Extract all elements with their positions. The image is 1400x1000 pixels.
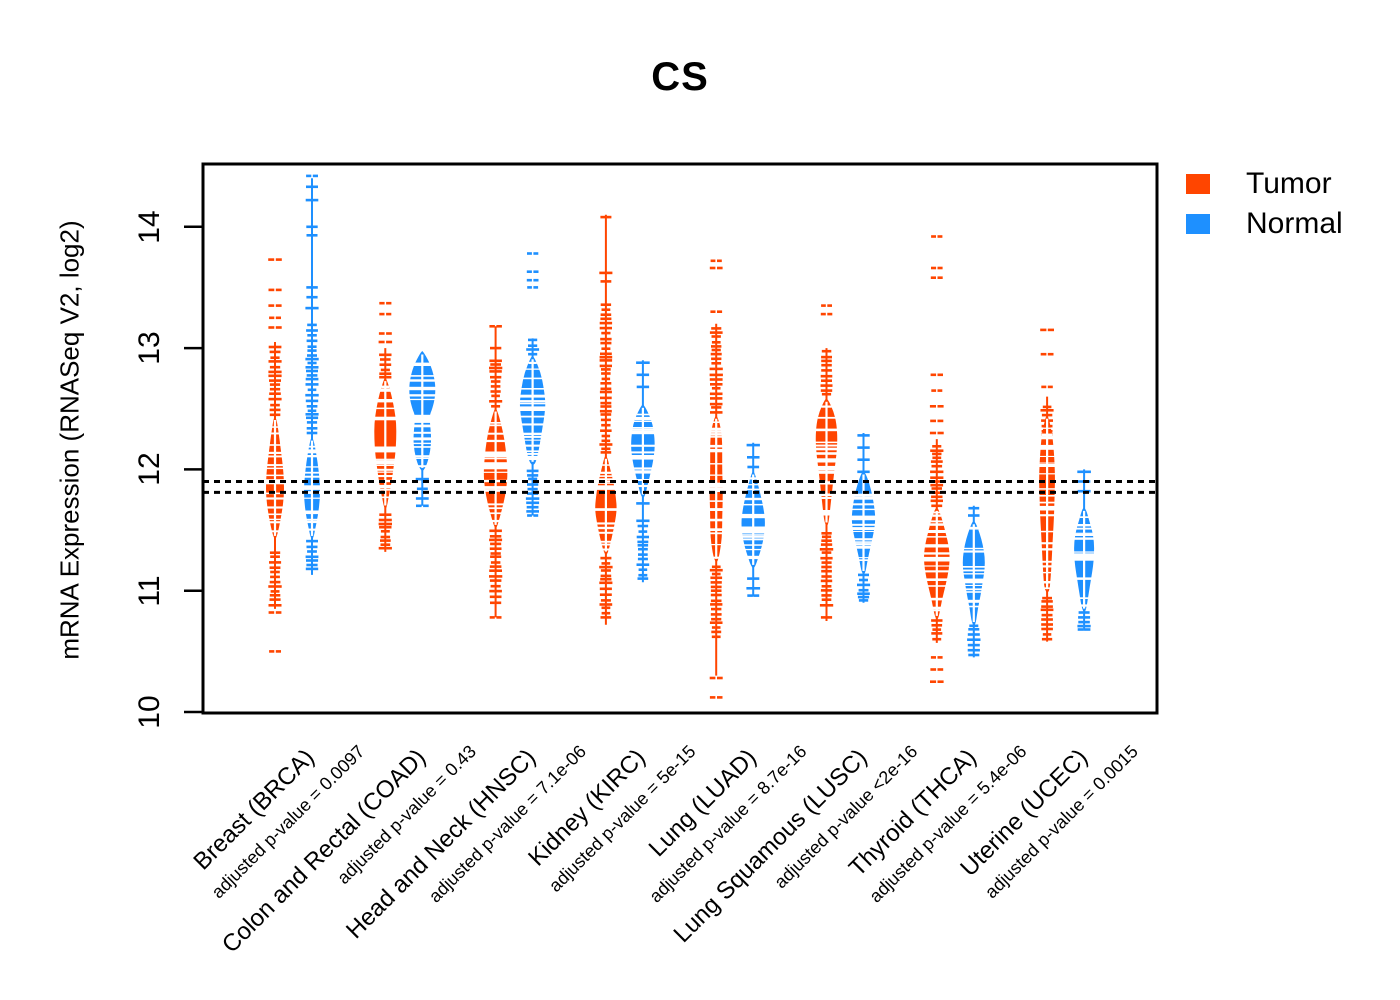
legend: Tumor Normal xyxy=(1186,164,1343,244)
violin-luad-tumor xyxy=(705,259,727,699)
violin-thca-normal xyxy=(960,505,987,658)
y-tick-label-12: 12 xyxy=(133,452,166,486)
plot-border xyxy=(201,162,1159,715)
violin-brca-tumor xyxy=(262,258,288,653)
legend-item-normal: Normal xyxy=(1186,204,1343,244)
y-tick-label-11: 11 xyxy=(133,575,166,607)
violin-kirc-normal xyxy=(627,360,658,583)
violin-coad-normal xyxy=(408,351,436,508)
violin-hnsc-tumor xyxy=(480,325,512,619)
violin-ucec-tumor xyxy=(1035,328,1059,642)
violin-luad-normal xyxy=(737,442,769,597)
violin-ucec-normal xyxy=(1070,469,1098,631)
y-tick-label-14: 14 xyxy=(133,210,166,244)
y-tick-label-13: 13 xyxy=(133,331,166,365)
violin-lusc-normal xyxy=(847,433,880,603)
chart-title: CS xyxy=(651,55,709,99)
normal-color-swatch xyxy=(1186,214,1210,234)
violin-kirc-tumor xyxy=(593,214,619,625)
violin-thca-tumor xyxy=(919,235,954,683)
tumor-color-swatch xyxy=(1186,174,1210,194)
y-tick-label-10: 10 xyxy=(133,695,166,729)
legend-label-normal: Normal xyxy=(1246,207,1343,240)
violin-hnsc-normal xyxy=(516,252,550,517)
violin-coad-tumor xyxy=(370,301,400,552)
legend-label-tumor: Tumor xyxy=(1246,167,1332,200)
violin-brca-normal xyxy=(300,174,324,575)
legend-item-tumor: Tumor xyxy=(1186,164,1343,204)
violin-lusc-tumor xyxy=(814,304,839,621)
